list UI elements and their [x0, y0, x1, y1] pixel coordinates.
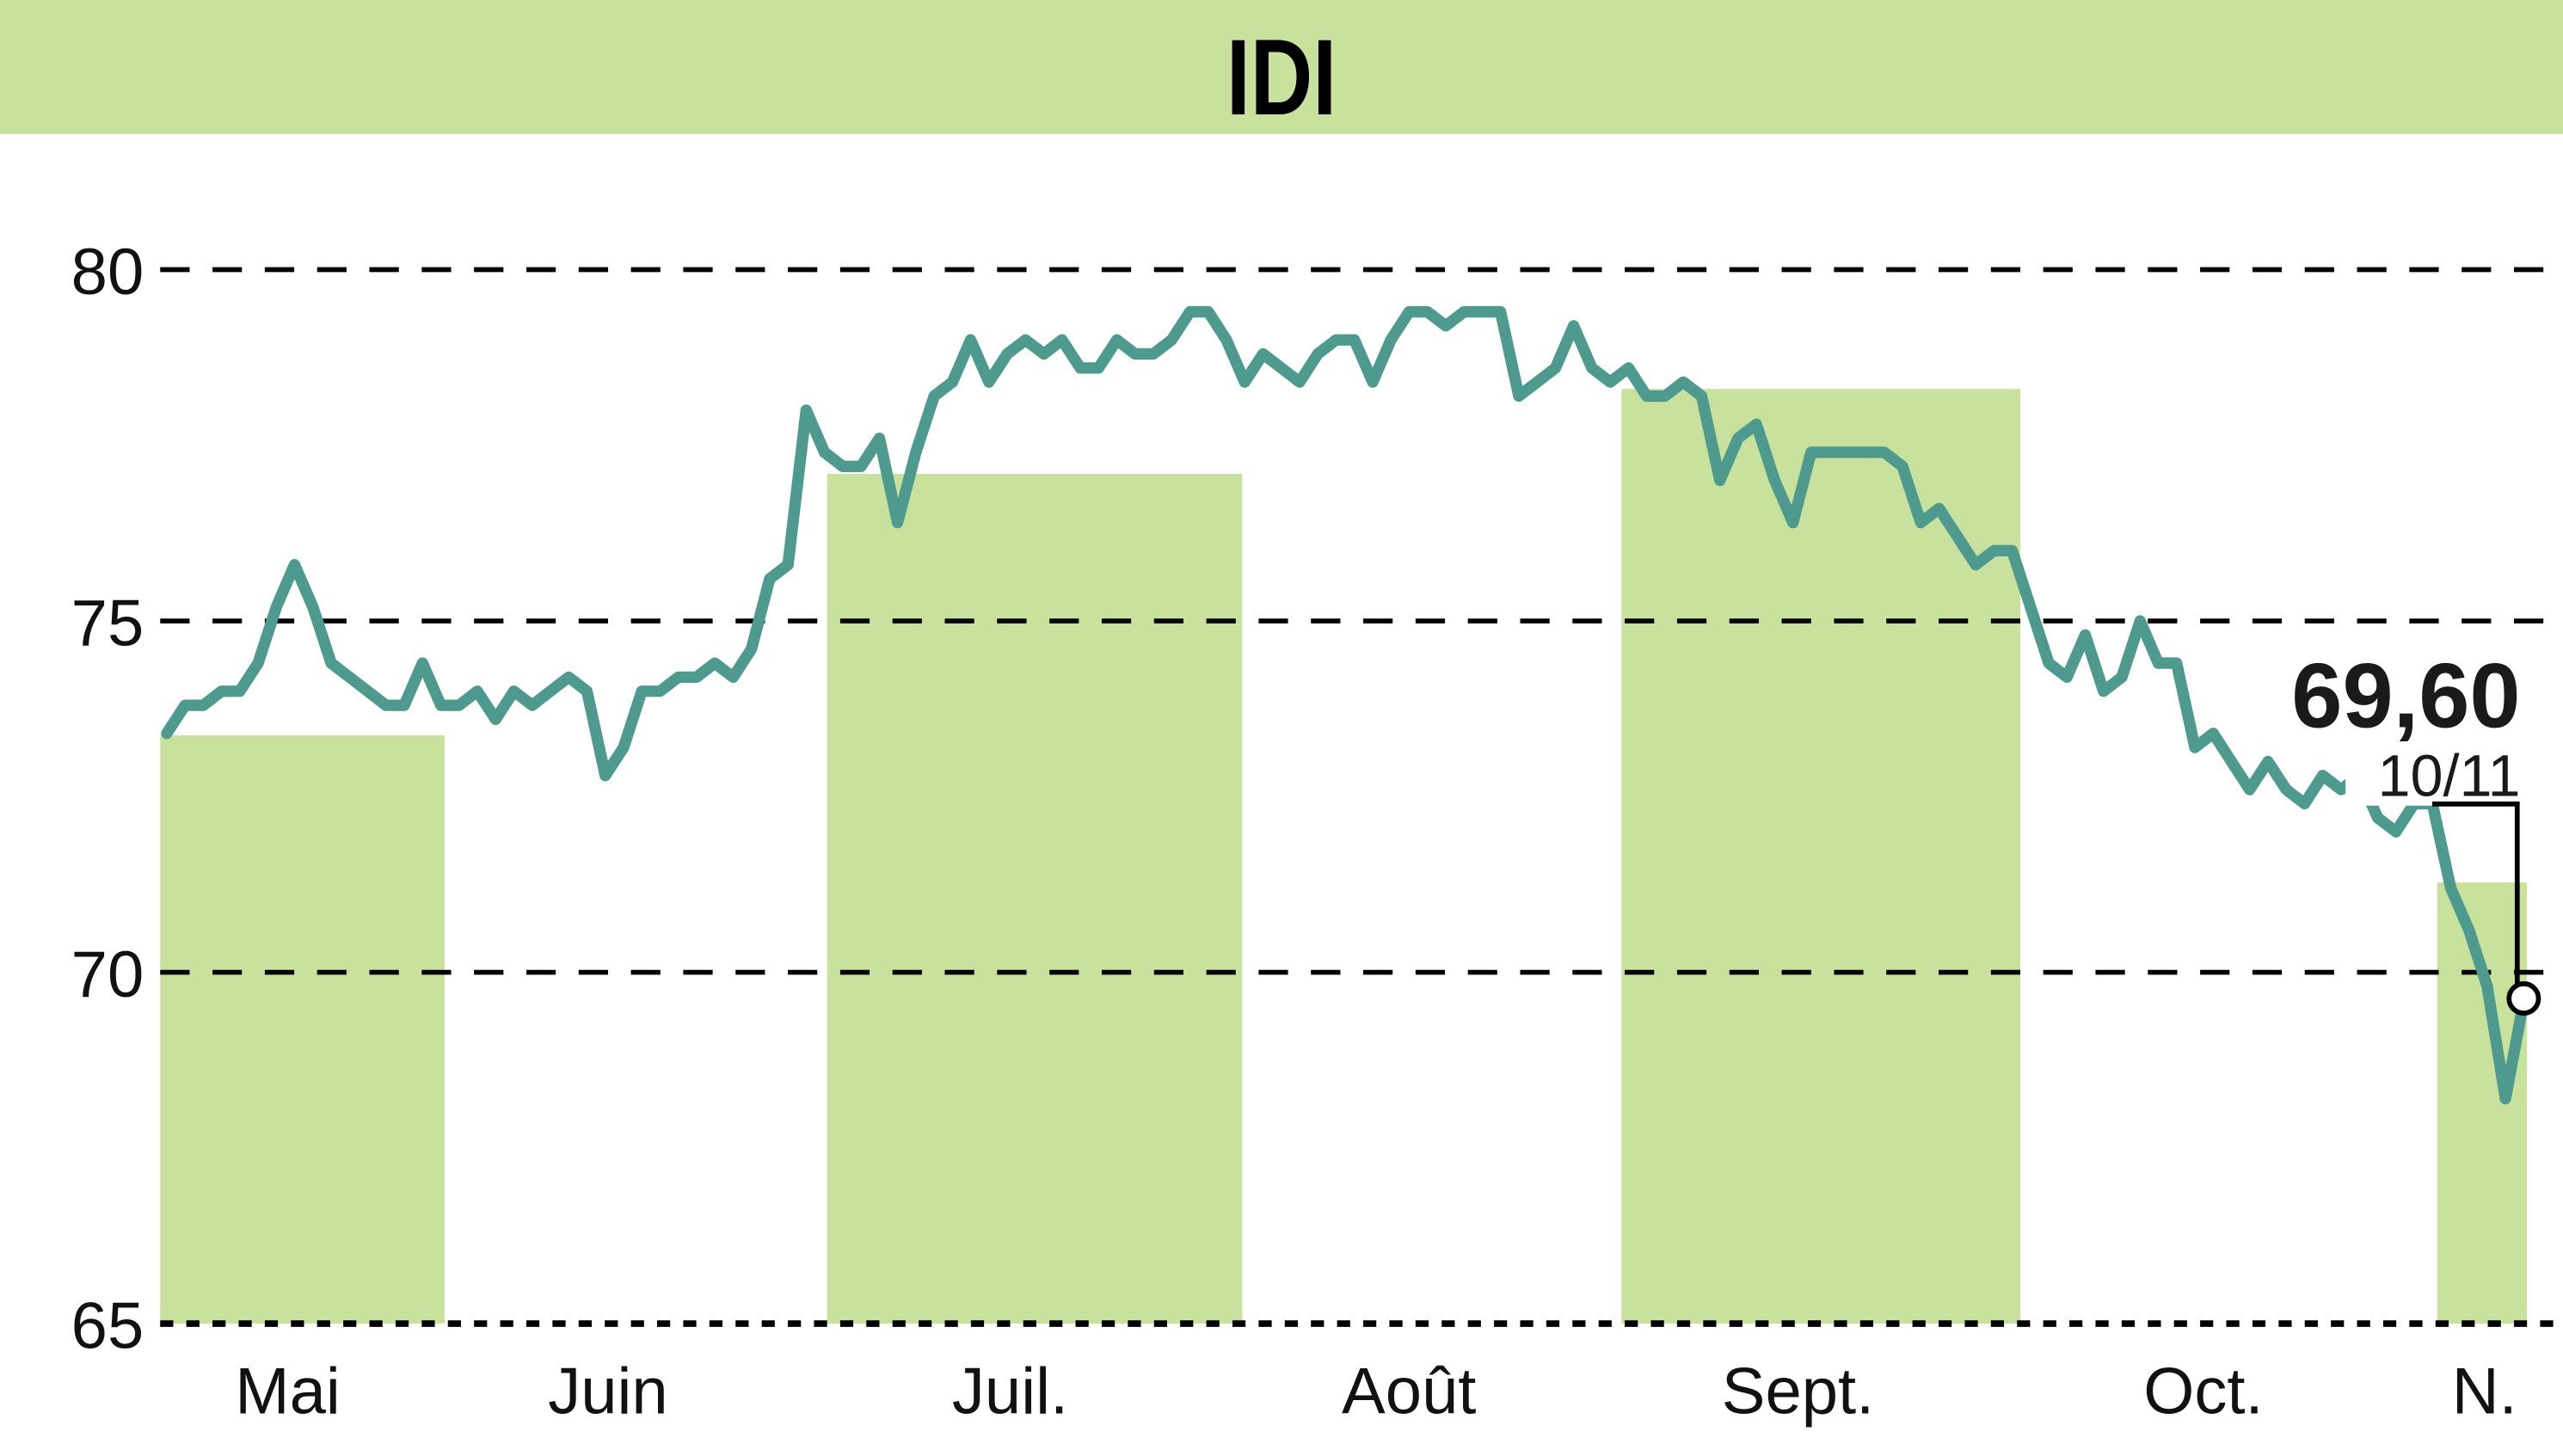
y-tick-65: 65	[71, 1290, 144, 1363]
month-bands	[160, 389, 2528, 1324]
month-label-aout: Août	[1342, 1355, 1476, 1428]
y-tick-70: 70	[71, 938, 144, 1011]
annotation-leader	[2431, 802, 2520, 989]
y-tick-80: 80	[71, 236, 144, 309]
annotation-mask	[2345, 743, 2526, 806]
x-axis: Mai Juin Juil. Août Sept. Oct. N.	[235, 1355, 2517, 1428]
price-line	[161, 305, 2530, 1105]
band-nov	[2437, 882, 2528, 1324]
month-label-juin: Juin	[548, 1355, 667, 1428]
gridlines	[160, 267, 2563, 1327]
band-juil	[827, 474, 1243, 1324]
chart-title: IDI	[1226, 17, 1337, 138]
last-date-label: 10/11	[2377, 743, 2520, 808]
y-tick-75: 75	[71, 587, 144, 660]
month-label-oct: Oct.	[2143, 1355, 2263, 1428]
month-label-sept: Sept.	[1722, 1355, 1874, 1428]
band-mai	[160, 735, 445, 1324]
header-band	[0, 0, 2563, 134]
month-label-mai: Mai	[235, 1355, 340, 1428]
band-sept	[1621, 389, 2021, 1324]
month-label-juil: Juil.	[952, 1355, 1068, 1428]
last-point-marker	[2506, 981, 2541, 1016]
last-value-label: 69,60	[2291, 645, 2520, 747]
y-axis: 80 75 70 65	[71, 236, 144, 1363]
month-label-nov: N.	[2452, 1355, 2517, 1428]
